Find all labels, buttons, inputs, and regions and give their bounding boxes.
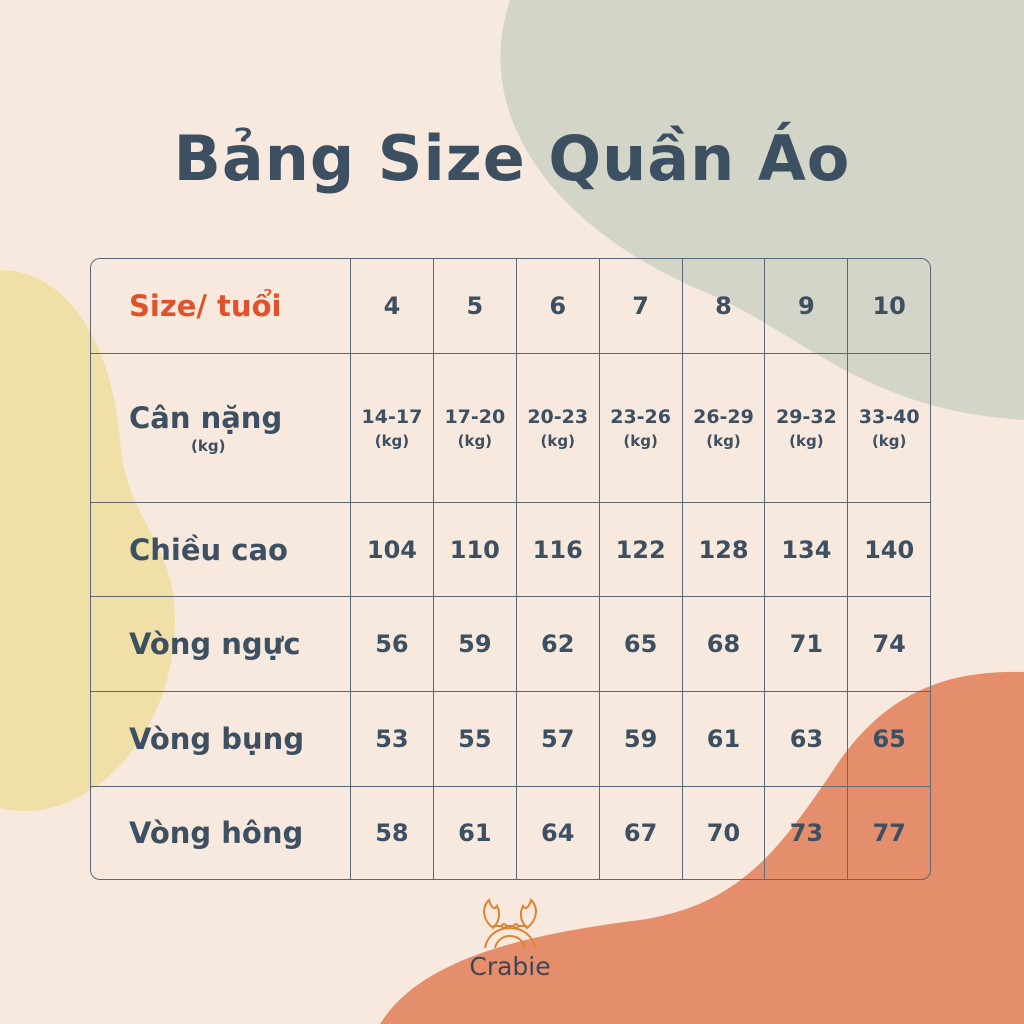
- value-cell: 55: [433, 692, 517, 787]
- green-blob: [500, 0, 1024, 420]
- value-cell: 68: [682, 597, 766, 693]
- value-cell: 61: [682, 692, 766, 787]
- table-row: Vòng bụng 53 55 57 59 61 63 65: [91, 692, 930, 787]
- value-cell: 65: [848, 692, 930, 787]
- value-cell: 73: [765, 786, 849, 879]
- value-cell: 59: [599, 692, 683, 787]
- row-label: Vòng bụng: [91, 692, 351, 787]
- weight-range: 26-29: [693, 405, 754, 428]
- value-cell: 63: [765, 692, 849, 787]
- weight-cell-unit: (kg): [706, 431, 741, 450]
- row-label: Vòng ngực: [91, 597, 351, 693]
- table-row: Chiều cao 104 110 116 122 128 134 140: [91, 502, 930, 598]
- weight-cell: 29-32 (kg): [765, 353, 849, 503]
- value-cell: 122: [599, 502, 683, 598]
- value-cell: 74: [848, 597, 930, 693]
- weight-cell-unit: (kg): [457, 431, 493, 450]
- weight-cell: 20-23 (kg): [516, 353, 600, 503]
- value-cell: 53: [351, 692, 434, 787]
- orange-blob: [380, 671, 1024, 1024]
- brand-name: Crabie: [469, 952, 551, 981]
- value-cell: 59: [433, 597, 517, 693]
- weight-cell: 17-20 (kg): [433, 353, 517, 503]
- value-cell: 116: [516, 502, 600, 598]
- weight-cell-unit: (kg): [623, 431, 658, 450]
- row-label: Vòng hông: [91, 786, 351, 879]
- weight-cell-unit: (kg): [871, 431, 907, 450]
- size-cell: 8: [682, 259, 766, 354]
- value-cell: 64: [517, 786, 600, 879]
- crab-icon: [483, 898, 537, 949]
- weight-range: 14-17: [361, 405, 423, 428]
- weight-cell: 33-40 (kg): [848, 354, 930, 503]
- value-cell: 58: [351, 786, 434, 879]
- value-cell: 77: [872, 818, 906, 847]
- yellow-blob: [0, 270, 175, 811]
- table-row: Vòng ngực 56 59 62 65 68 71 74: [91, 597, 930, 693]
- weight-cell: 23-26 (kg): [599, 353, 683, 503]
- weight-range: 33-40: [858, 405, 920, 428]
- table-row: Vòng hông 58 61 64 67 70 73 77: [91, 786, 930, 879]
- header-row: Size/ tuổi 4 5 6 7 8 9 10: [91, 259, 930, 354]
- size-cell: 5: [433, 259, 517, 354]
- value-cell: 65: [599, 597, 683, 693]
- value-cell: 128: [682, 502, 766, 598]
- size-cell: 7: [599, 259, 683, 354]
- weight-label-cell: Cân nặng (kg): [91, 353, 351, 503]
- weight-label: Cân nặng: [129, 400, 283, 435]
- weight-unit: (kg): [191, 436, 226, 455]
- value-cell: 62: [516, 597, 600, 693]
- value-cell: 57: [516, 692, 600, 787]
- weight-cell-unit: (kg): [789, 431, 824, 450]
- weight-cell-unit: (kg): [374, 431, 410, 450]
- weight-range: 29-32: [776, 405, 837, 428]
- weight-range: 20-23: [527, 405, 589, 428]
- row-label: Chiều cao: [91, 502, 351, 598]
- value-cell: 67: [600, 786, 683, 879]
- page-title: Bảng Size Quần Áo: [173, 122, 851, 195]
- value-cell: 71: [765, 597, 849, 693]
- size-cell: 9: [765, 259, 849, 354]
- weight-cell: 14-17 (kg): [351, 353, 434, 503]
- size-age-label: Size/ tuổi: [91, 259, 351, 354]
- value-cell: 104: [351, 502, 434, 598]
- size-table: Size/ tuổi 4 5 6 7 8 9 10 Cân nặng (kg) 14-17 (kg) 1…: [90, 258, 931, 880]
- size-cell: 10: [848, 259, 930, 354]
- value-cell: 61: [434, 786, 517, 879]
- value-cell: 70: [683, 786, 766, 879]
- value-cell: 110: [433, 502, 517, 598]
- size-cell: 6: [516, 259, 600, 354]
- weight-row: Cân nặng (kg) 14-17 (kg) 17-20 (kg) 20-23 (kg) 2…: [91, 353, 930, 503]
- size-cell: 4: [351, 259, 434, 354]
- weight-cell: 26-29 (kg): [682, 353, 766, 503]
- value-cell: 56: [351, 597, 434, 693]
- value-cell: 134: [765, 502, 849, 598]
- brand-logo: Crabie: [455, 898, 565, 981]
- weight-range: 17-20: [444, 405, 506, 428]
- weight-range: 23-26: [610, 405, 671, 428]
- value-cell: 140: [848, 503, 930, 598]
- weight-cell-unit: (kg): [540, 431, 575, 450]
